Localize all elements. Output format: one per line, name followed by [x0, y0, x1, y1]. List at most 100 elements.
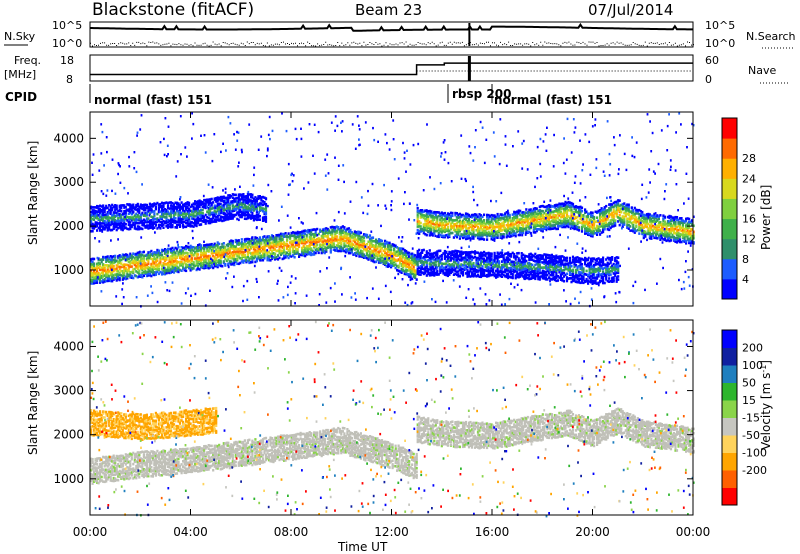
power-cell-965 — [242, 259, 245, 263]
power-cell-2413 — [467, 236, 471, 240]
power-cell-404 — [153, 255, 156, 259]
power-cell-2730 — [516, 219, 519, 222]
power-cell-2076 — [412, 253, 415, 257]
power-cell-1068 — [257, 240, 260, 243]
power-cell-3690 — [668, 228, 671, 231]
power-cell-232 — [126, 268, 129, 272]
power-cell-413 — [154, 257, 157, 261]
power-cell-129 — [109, 267, 112, 270]
power-cell-3832 — [689, 227, 692, 231]
power-cell-982 — [243, 238, 246, 241]
power-cell-3570 — [650, 233, 653, 236]
power-cell-2477 — [476, 219, 480, 222]
power-cell-869 — [225, 243, 228, 247]
power-cell-4029 — [115, 221, 118, 225]
power-cell-3483 — [635, 208, 638, 212]
power-cell-3862 — [90, 205, 93, 209]
power-cell-1339 — [299, 233, 302, 237]
power-cell-4210 — [144, 219, 147, 223]
power-cell-1087 — [260, 246, 263, 250]
power-cell-4100 — [127, 223, 130, 227]
power-cell-4620 — [209, 210, 212, 213]
power-cell-3101 — [571, 218, 575, 222]
power-cell-1722 — [359, 253, 362, 257]
power-cell-4597 — [204, 198, 207, 202]
power-cell-1819 — [374, 243, 378, 247]
power-cell-4624 — [209, 200, 212, 203]
power-cell-975 — [243, 255, 246, 259]
power-cell-2844 — [534, 225, 537, 229]
power-cell-2065 — [411, 254, 414, 258]
power-cell-1562 — [334, 226, 337, 229]
power-cell-663 — [194, 250, 197, 254]
power-cell-2787 — [525, 216, 528, 220]
power-cell-3373 — [617, 220, 620, 223]
power-cell-4660 — [215, 198, 218, 202]
power-cell-1581 — [338, 245, 341, 248]
power-cell-1286 — [292, 243, 295, 247]
power-cell-321 — [141, 271, 144, 275]
power-cell-2954 — [550, 227, 553, 230]
power-cell-675 — [195, 245, 198, 249]
power-cell-2828 — [531, 211, 534, 214]
power-cell-1001 — [248, 261, 251, 265]
power-cell-155 — [112, 258, 115, 262]
power-cell-4497 — [189, 213, 192, 216]
power-cell-3773 — [681, 239, 685, 243]
power-cell-111 — [106, 264, 109, 267]
power-cell-437 — [159, 261, 162, 264]
power-cell-2919 — [544, 209, 547, 212]
power-cell-3276 — [600, 209, 603, 213]
power-cell-1196 — [276, 233, 280, 237]
power-cell-3972 — [106, 210, 109, 214]
power-cell-2935 — [547, 217, 550, 220]
power-cell-3566 — [648, 216, 651, 219]
power-cell-4306 — [160, 224, 164, 228]
power-cell-3146 — [579, 205, 582, 209]
power-cell-3309 — [605, 204, 608, 208]
power-cell-2037 — [408, 273, 411, 276]
power-cell-4630 — [210, 211, 213, 215]
power-cell-4245 — [148, 202, 151, 206]
power-cell-2472 — [476, 232, 480, 235]
power-cell-1783 — [368, 234, 372, 237]
power-cell-1891 — [385, 247, 388, 251]
power-cell-2500 — [479, 217, 483, 220]
power-cell-2436 — [470, 227, 474, 231]
power-cell-2028 — [406, 269, 409, 272]
power-cell-367 — [147, 253, 150, 256]
power-cell-1381 — [305, 240, 308, 244]
power-cell-1971 — [397, 247, 400, 250]
power-cell-480 — [165, 250, 168, 254]
power-cell-4170 — [138, 225, 141, 229]
power-cell-1413 — [310, 237, 313, 240]
power-cell-4491 — [188, 203, 191, 207]
power-cell-1247 — [286, 251, 289, 255]
power-cell-1617 — [343, 234, 346, 237]
power-cell-3171 — [584, 211, 587, 215]
power-cell-3632 — [659, 223, 662, 227]
power-cell-4183 — [139, 215, 142, 219]
power-cell-3770 — [680, 221, 683, 225]
power-cell-123 — [108, 256, 111, 260]
power-cell-1884 — [385, 265, 388, 268]
power-cell-2558 — [490, 237, 493, 241]
power-cell-2964 — [552, 219, 555, 222]
power-cell-3884 — [94, 221, 97, 224]
power-cell-1009 — [248, 239, 251, 243]
power-cell-3516 — [641, 216, 644, 219]
power-cell-1495 — [323, 229, 326, 232]
power-cell-4288 — [157, 225, 160, 229]
power-cell-1283 — [292, 250, 295, 253]
power-cell-1857 — [380, 254, 384, 257]
power-cell-4344 — [165, 208, 168, 212]
power-cell-4156 — [135, 208, 138, 211]
power-cell-47 — [96, 267, 99, 271]
power-cell-2 — [90, 278, 93, 281]
power-cell-2350 — [457, 224, 460, 228]
power-cell-683 — [197, 253, 200, 256]
power-cell-1974 — [399, 261, 402, 264]
power-cell-3086 — [570, 222, 573, 225]
power-cell-4251 — [150, 215, 153, 218]
power-cell-2048 — [409, 273, 412, 277]
